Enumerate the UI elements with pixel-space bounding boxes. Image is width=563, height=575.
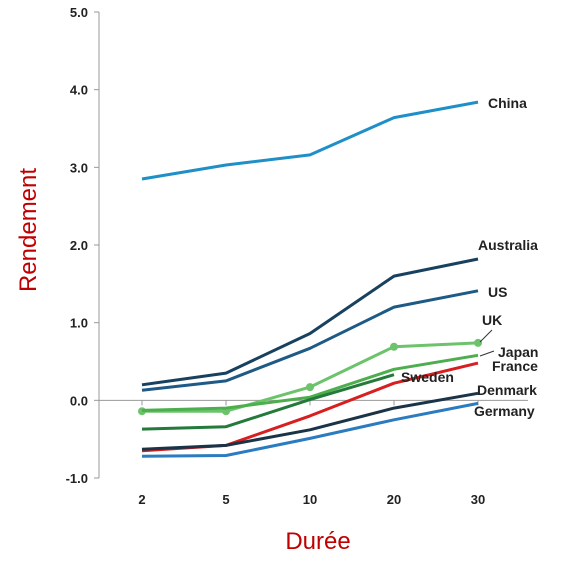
series-label-france: France: [492, 358, 538, 374]
series-line-us: [141, 289, 479, 392]
series-line-sweden: [141, 373, 395, 431]
y-tick-label: 5.0: [70, 5, 88, 20]
series-label-sweden: Sweden: [401, 369, 454, 385]
x-tick-label: 20: [387, 492, 401, 507]
series-label-australia: Australia: [478, 237, 538, 253]
series-line-japan: [141, 353, 479, 412]
x-tick-label: 5: [222, 492, 229, 507]
series-point-uk: [306, 383, 314, 392]
leader-line-japan: [479, 350, 495, 357]
x-tick-label: 2: [138, 492, 145, 507]
series-label-china: China: [488, 95, 527, 111]
series-label-japan: Japan: [498, 344, 538, 360]
y-tick-label: 1.0: [70, 316, 88, 331]
y-tick-label: 3.0: [70, 160, 88, 175]
y-tick-label: 4.0: [70, 83, 88, 98]
series-line-germany: [141, 401, 479, 458]
y-tick-label: -1.0: [66, 471, 88, 486]
series-line-china: [141, 100, 479, 181]
series-point-uk: [474, 338, 482, 347]
series-point-uk: [390, 342, 398, 351]
x-tick-label: 30: [471, 492, 485, 507]
series-lines: [138, 100, 482, 458]
series-line-denmark: [141, 391, 479, 451]
axes: 5.0 4.0 3.0 2.0 1.0 0.0 -1.0 2 5 10 20 30: [66, 5, 528, 507]
series-label-denmark: Denmark: [477, 382, 537, 398]
x-tick-label: 10: [303, 492, 317, 507]
x-axis-title: Durée: [285, 528, 350, 555]
series-label-germany: Germany: [474, 403, 535, 419]
y-tick-label: 0.0: [70, 393, 88, 408]
series-label-uk: UK: [482, 312, 502, 328]
y-tick-label: 2.0: [70, 238, 88, 253]
series-label-us: US: [488, 284, 507, 300]
series-line-australia: [141, 257, 479, 387]
y-axis-title: Rendement: [15, 168, 42, 292]
leader-line-uk: [479, 329, 493, 343]
series-labels: China Australia US UK Japan Sweden France Denma…: [401, 95, 538, 419]
